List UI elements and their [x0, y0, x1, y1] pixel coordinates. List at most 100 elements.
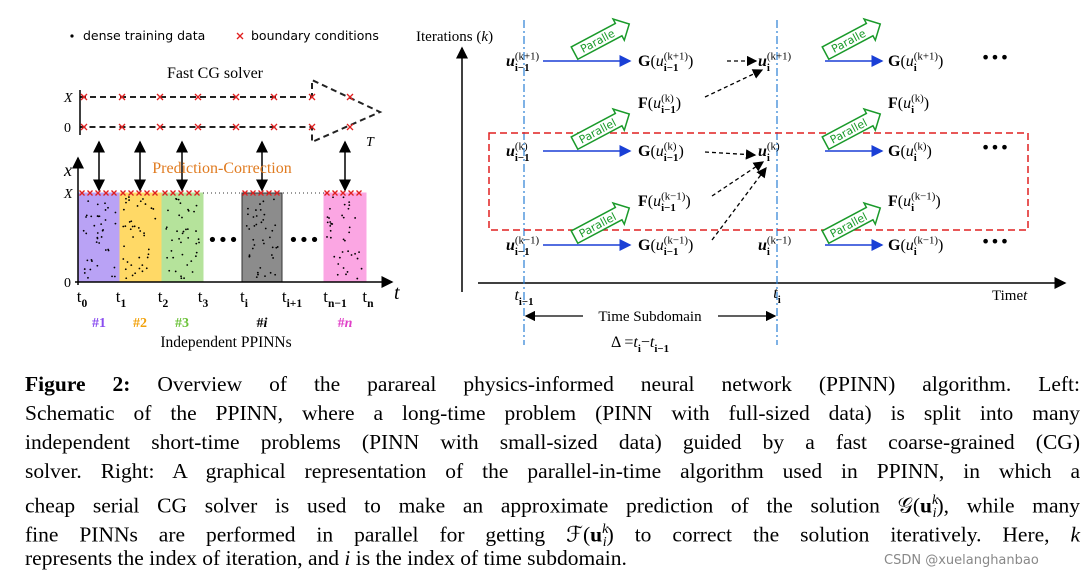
training-dot [125, 277, 128, 280]
caption-text: i [344, 546, 351, 570]
training-dot [347, 207, 350, 210]
training-dot [190, 260, 193, 263]
training-dot [113, 275, 116, 278]
math-part: u [906, 53, 914, 70]
math-part: (k) [515, 140, 528, 152]
training-dot [259, 266, 262, 269]
caption-line: Schematic of the PPINN, where a long-tim… [25, 399, 1080, 428]
bc-mark [232, 123, 240, 131]
subdomain-label: Time Subdomain [598, 309, 702, 325]
training-dot [343, 239, 346, 242]
math-part: 1 [120, 297, 126, 310]
bc-mark [120, 190, 126, 196]
training-dot [337, 263, 340, 265]
training-dot [150, 207, 153, 210]
training-dot [356, 257, 359, 260]
training-dot [128, 199, 130, 201]
training-dot [341, 214, 343, 217]
training-dot [341, 251, 344, 253]
figure: dense training data boundary conditions Fa… [63, 17, 1067, 355]
caption-text: u [590, 522, 603, 547]
training-dot [187, 237, 190, 239]
training-dot [143, 234, 146, 237]
training-dot [275, 246, 278, 249]
training-dot [111, 275, 113, 278]
caption-line: represents the index of iteration, and i… [25, 544, 1080, 573]
caption-text: i [932, 505, 937, 521]
bc-mark [308, 123, 316, 131]
training-dot [194, 255, 197, 258]
training-dot [90, 215, 93, 218]
training-dot [253, 244, 256, 246]
math-part: ) [688, 237, 693, 254]
parallel-tag: Parallel [570, 201, 631, 245]
math-part: − [641, 334, 650, 351]
training-dot [167, 209, 169, 212]
math-part: u [506, 143, 515, 160]
caption-text: Overview of the parareal physics-informe… [130, 372, 1080, 396]
figure-caption: Figure 2: Overview of the parareal physi… [25, 370, 1080, 573]
training-dot [83, 272, 86, 274]
math-part: (k) [911, 92, 924, 104]
correction-arrow [704, 69, 764, 98]
training-dot [342, 196, 345, 199]
math-part: i+1 [287, 297, 303, 310]
training-dot [96, 232, 99, 234]
training-dot [130, 220, 133, 223]
training-dot [348, 201, 351, 204]
math-part: i−1 [664, 246, 679, 258]
training-dot [257, 273, 259, 276]
parallel-arrow [821, 201, 882, 245]
caption-text: Schematic of the PPINN, where a long-tim… [25, 401, 1080, 425]
math-part: ( [898, 193, 903, 210]
training-dot [195, 242, 198, 245]
training-dot [252, 238, 255, 241]
training-dot [180, 241, 182, 244]
bc-mark [156, 123, 164, 131]
math-part: t [116, 287, 121, 306]
training-dot [342, 267, 345, 269]
subdomain-box [161, 192, 204, 283]
continuation: ••• [981, 48, 1009, 67]
math-part: i−1 [661, 202, 676, 214]
training-dot [166, 256, 169, 259]
training-dot [123, 245, 125, 248]
training-dot [90, 258, 93, 261]
caption-text: ) to correct the solution iteratively. H… [606, 522, 1071, 547]
math-part: (k−1) [767, 234, 792, 246]
bc-mark [111, 190, 117, 196]
g-term: G(u (k+1)i) [888, 50, 943, 74]
math-part: (k) [914, 140, 927, 152]
training-dot [89, 268, 92, 271]
math-part: t [633, 334, 638, 351]
math-part: (k) [767, 140, 780, 152]
training-dot [96, 203, 99, 206]
math-part: F [888, 95, 898, 112]
math-part: ( [650, 53, 655, 70]
math-part: (k−1) [911, 190, 936, 202]
u-term: u (k−1)i [758, 234, 792, 258]
math-part: t [323, 287, 328, 306]
solver-label: Fast CG solver [167, 65, 264, 82]
math-part: u [758, 237, 767, 254]
math-part: ( [650, 143, 655, 160]
training-dot [130, 264, 133, 267]
training-dot [360, 267, 363, 270]
math-part: u [758, 53, 767, 70]
correction-arrow [711, 166, 767, 241]
watermark: CSDN @xuelanghanbao [884, 553, 1039, 568]
training-dot [333, 255, 336, 258]
math-part: t [282, 287, 287, 306]
training-dot [350, 254, 353, 256]
math-part: ) [938, 53, 943, 70]
training-dot [193, 210, 195, 213]
training-dot [85, 232, 88, 235]
math-part: G [638, 53, 651, 70]
training-dot [125, 201, 127, 204]
training-dot [248, 228, 251, 230]
training-dot [165, 226, 168, 229]
training-dot [255, 223, 258, 226]
